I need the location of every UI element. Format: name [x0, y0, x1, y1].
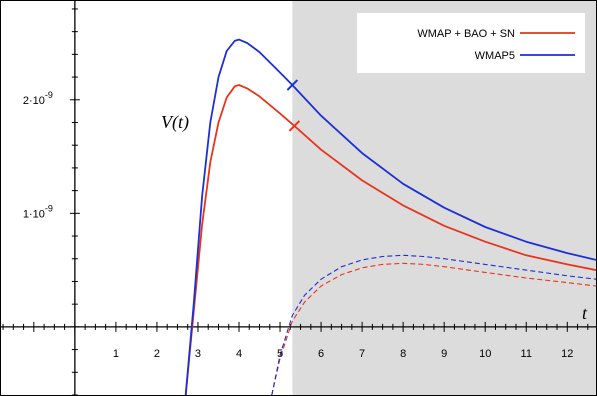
- x-tick-label: 10: [479, 348, 491, 360]
- x-tick-label: 12: [561, 348, 573, 360]
- series-marker: [288, 120, 301, 132]
- x-tick-label: 2: [154, 348, 160, 360]
- x-tick-label: 5: [277, 348, 283, 360]
- x-tick-label: 11: [521, 348, 532, 360]
- series-wmap5-dashed: [271, 254, 596, 395]
- x-tick-label: 1: [113, 348, 119, 360]
- x-tick-label: 8: [400, 348, 406, 360]
- x-tick-label: 3: [195, 348, 201, 360]
- x-tick-label: 4: [236, 348, 242, 360]
- y-tick-exponent: -9: [45, 90, 53, 100]
- y-axis-label: V(t): [161, 112, 189, 133]
- y-tick-exponent: -9: [45, 203, 53, 213]
- y-tick-label: 2·10-9: [23, 90, 53, 107]
- y-tick-mantissa: 1·10: [23, 208, 45, 220]
- legend-box: [357, 13, 585, 73]
- series-wmap5: [184, 38, 596, 395]
- x-tick-label: 6: [318, 348, 324, 360]
- x-tick-label: 7: [359, 348, 365, 360]
- x-tick-label: 9: [441, 348, 447, 360]
- series-wmap-bao-sn: [184, 84, 596, 395]
- series-marker: [286, 79, 299, 91]
- x-axis-label: t: [582, 303, 588, 323]
- legend-label: WMAP5: [475, 50, 515, 62]
- series-wmap-bao-sn-dashed: [271, 262, 596, 395]
- legend-label: WMAP + BAO + SN: [417, 28, 515, 40]
- y-tick-mantissa: 2·10: [23, 95, 45, 107]
- y-tick-label: 1·10-9: [23, 203, 53, 220]
